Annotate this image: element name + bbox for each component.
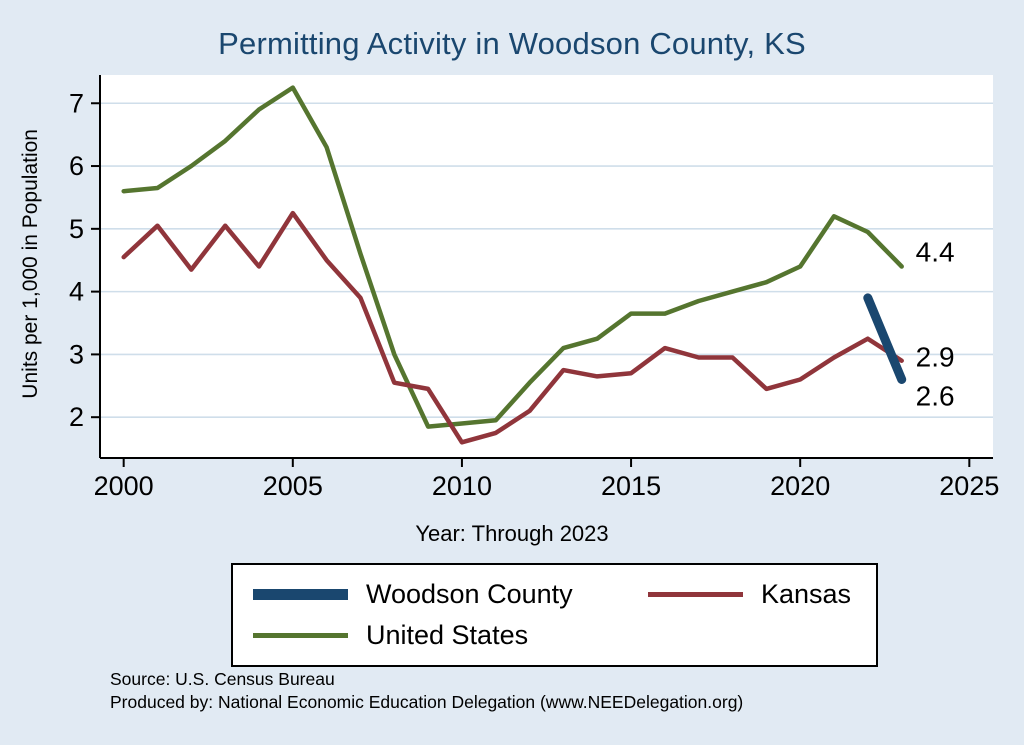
footer-source: Source: U.S. Census Bureau [110,669,335,689]
x-tick-label: 2000 [94,471,154,501]
series-line-united-states [121,85,904,429]
chart-canvas: 2 3 4 5 6 7 2000 2005 2010 2015 2020 2025 4.4 2.9 2.6 [69,75,999,501]
legend: Woodson County Kansas United States [231,563,878,667]
x-tick-label: 2020 [770,471,830,501]
legend-line-swatch [253,633,348,638]
legend-label: Kansas [761,579,852,609]
y-tick-label: 3 [69,339,84,369]
footer: Source: U.S. Census Bureau Produced by: … [110,668,743,714]
footer-produced-by: Produced by: National Economic Education… [110,692,744,713]
x-tick-label: 2005 [263,471,323,501]
legend-line-swatch [648,592,743,597]
legend-label: Woodson County [366,579,573,609]
x-tick-label: 2015 [601,471,661,501]
series-line-woodson-county [863,293,907,384]
legend-line-swatch [253,589,348,600]
y-tick-label: 2 [69,402,84,432]
legend-item-united-states: United States [253,620,648,651]
plot-area [100,75,993,458]
y-tick-label: 4 [69,277,84,307]
legend-swatch-wrap [253,589,348,600]
legend-swatch-wrap [253,633,348,638]
chart-title: Permitting Activity in Woodson County, K… [218,26,806,61]
x-axis-label: Year: Through 2023 [415,521,609,546]
y-axis-label: Units per 1,000 in Population [19,129,42,399]
legend-label: United States [366,620,529,650]
y-tick-label: 5 [69,214,84,244]
y-tick-label: 6 [69,151,84,181]
x-tick-label: 2010 [432,471,492,501]
legend-items: Woodson County Kansas United States [253,579,856,651]
y-axis-label-wrap: Units per 1,000 in Population [8,70,54,458]
end-value-label: 2.9 [916,342,955,373]
series-line-kansas [121,210,904,445]
legend-item-woodson-county: Woodson County [253,579,648,610]
x-tick-label: 2025 [939,471,999,501]
legend-swatch-wrap [648,592,743,597]
end-value-label: 4.4 [916,237,955,268]
legend-item-kansas: Kansas [648,579,856,610]
end-value-label: 2.6 [916,380,955,411]
y-tick-label: 7 [69,88,84,118]
